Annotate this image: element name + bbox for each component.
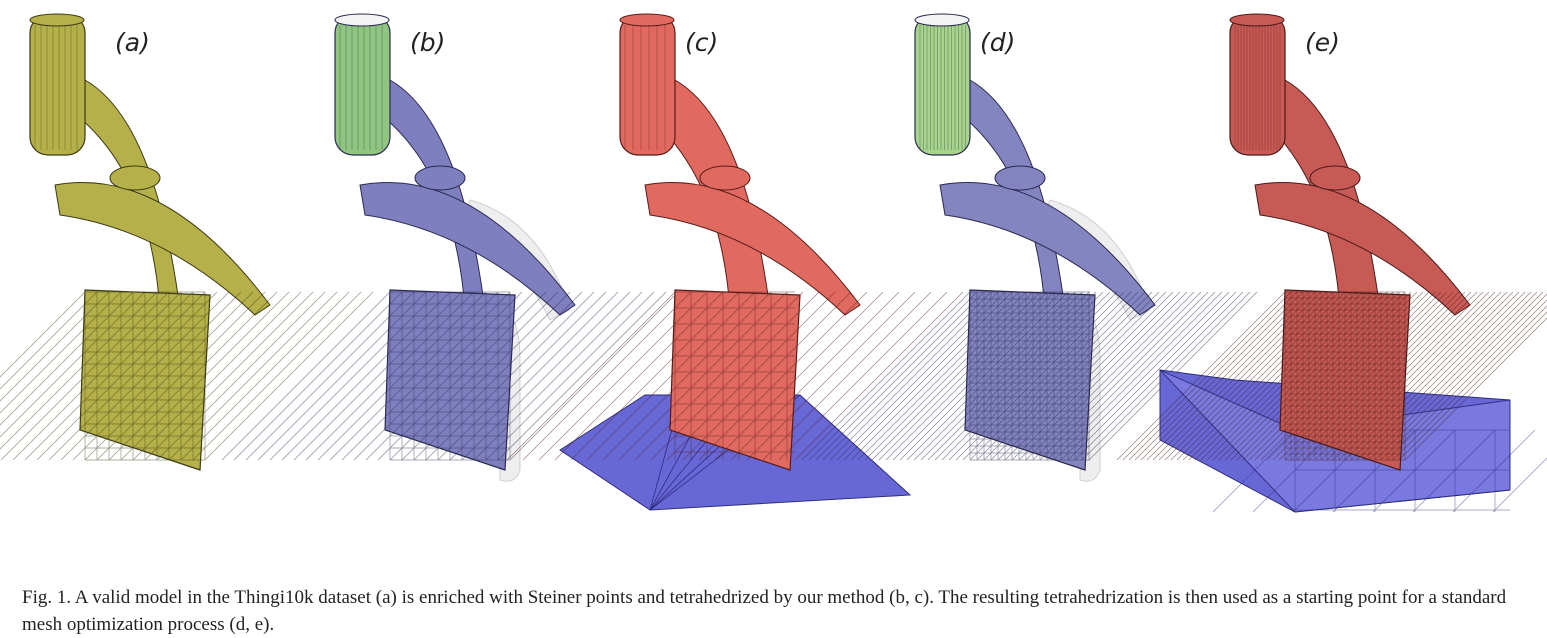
cylinder-top bbox=[335, 14, 389, 26]
panel-label-c: (c) bbox=[685, 28, 718, 57]
panel-b: (b) bbox=[310, 0, 590, 535]
cylinder-top bbox=[620, 14, 674, 26]
flange-boss bbox=[415, 166, 465, 190]
figure: (a) (b) (c) (d) (e) bbox=[0, 0, 1547, 535]
flange-boss bbox=[700, 166, 750, 190]
mesh-model-c bbox=[560, 0, 920, 535]
panel-c: (c) bbox=[560, 0, 920, 535]
panel-d: (d) bbox=[880, 0, 1170, 535]
lower-plate bbox=[965, 290, 1095, 470]
panel-label-b: (b) bbox=[410, 28, 445, 57]
mesh-model-d bbox=[880, 0, 1170, 535]
panel-label-a: (a) bbox=[115, 28, 150, 57]
mesh-model-e bbox=[1155, 0, 1525, 535]
panel-label-d: (d) bbox=[980, 28, 1015, 57]
flange-boss bbox=[995, 166, 1045, 190]
cylinder-top bbox=[915, 14, 969, 26]
panel-label-e: (e) bbox=[1305, 28, 1340, 57]
mesh-model-a bbox=[15, 0, 295, 535]
flange-boss bbox=[1310, 166, 1360, 190]
mesh-model-b bbox=[310, 0, 590, 535]
flange-boss bbox=[110, 166, 160, 190]
cylinder-insert bbox=[620, 15, 675, 155]
cylinder-top bbox=[30, 14, 84, 26]
panel-a: (a) bbox=[15, 0, 295, 535]
figure-caption: Fig. 1. A valid model in the Thingi10k d… bbox=[22, 584, 1532, 638]
cylinder-top bbox=[1230, 14, 1284, 26]
panel-e: (e) bbox=[1155, 0, 1525, 535]
